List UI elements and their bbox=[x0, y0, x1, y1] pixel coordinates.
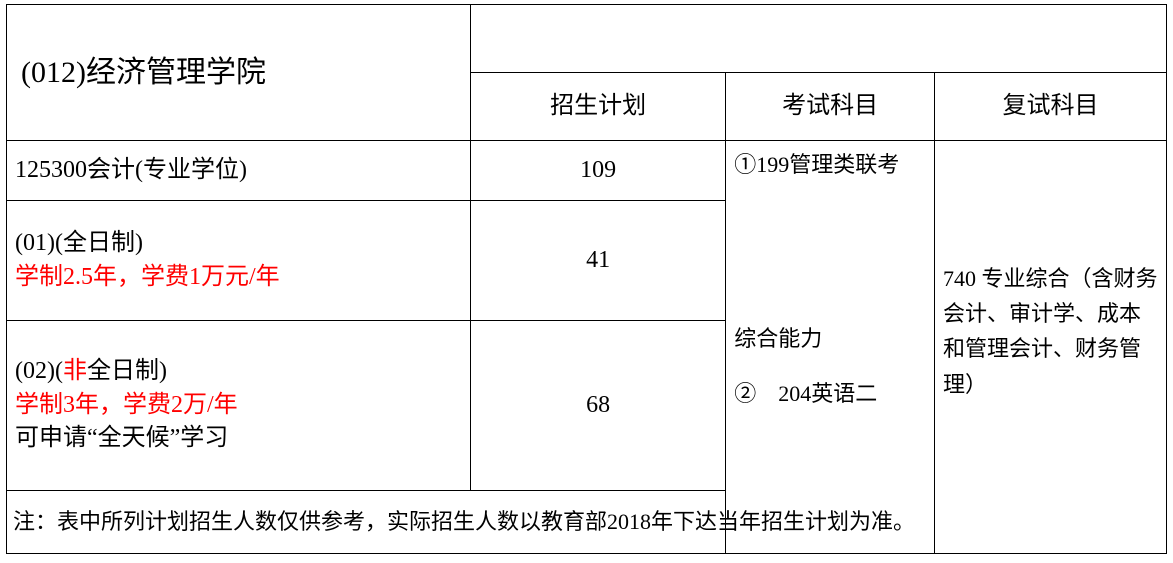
note-cell: 注：表中所列计划招生人数仅供参考，实际招生人数以教育部2018年下达当年招生计划… bbox=[7, 491, 1167, 554]
major-name: 125300会计(专业学位) bbox=[7, 141, 471, 201]
admissions-table: (012)经济管理学院 招生计划 考试科目 复试科目 125300会计(专业学位… bbox=[6, 4, 1167, 554]
retest-text: 740 专业综合（含财务会计、审计学、成本和管理会计、财务管理） bbox=[943, 266, 1158, 397]
major-plan: 109 bbox=[471, 141, 726, 201]
table-row-note: 注：表中所列计划招生人数仅供参考，实际招生人数以教育部2018年下达当年招生计划… bbox=[7, 491, 1167, 554]
exam-line1: ①199管理类联考 bbox=[734, 152, 899, 177]
col-header-exam: 考试科目 bbox=[726, 73, 935, 141]
section-02: (02)(非全日制) 学制3年，学费2万/年 可申请“全天候”学习 bbox=[7, 321, 471, 491]
section-02-label: (02)(非全日制) bbox=[15, 351, 462, 389]
table-container: (012)经济管理学院 招生计划 考试科目 复试科目 125300会计(专业学位… bbox=[0, 0, 1173, 563]
section-01-label: (01)(全日制) bbox=[15, 225, 462, 261]
exam-subjects-top: ①199管理类联考 bbox=[726, 141, 935, 321]
exam-line2: 综合能力 bbox=[734, 321, 926, 356]
section-02-extra: 可申请“全天候”学习 bbox=[15, 422, 462, 460]
exam-line3: ② 204英语二 bbox=[734, 376, 926, 411]
note-text: 注：表中所列计划招生人数仅供参考，实际招生人数以教育部2018年下达当年招生计划… bbox=[13, 509, 915, 534]
section-02-plan: 68 bbox=[471, 321, 726, 491]
section-01: (01)(全日制) 学制2.5年，学费1万元/年 bbox=[7, 201, 471, 321]
col-header-retest: 复试科目 bbox=[934, 73, 1166, 141]
title-text: (012)经济管理学院 bbox=[21, 56, 266, 89]
section-01-plan: 41 bbox=[471, 201, 726, 321]
section-02-detail: 学制3年，学费2万/年 bbox=[15, 389, 462, 423]
table-row: 125300会计(专业学位) 109 ①199管理类联考 740 专业综合（含财… bbox=[7, 141, 1167, 201]
blank-header-top bbox=[471, 5, 1167, 73]
col-header-plan: 招生计划 bbox=[471, 73, 726, 141]
page-title: (012)经济管理学院 bbox=[7, 5, 471, 141]
section-01-detail: 学制2.5年，学费1万元/年 bbox=[15, 261, 462, 297]
